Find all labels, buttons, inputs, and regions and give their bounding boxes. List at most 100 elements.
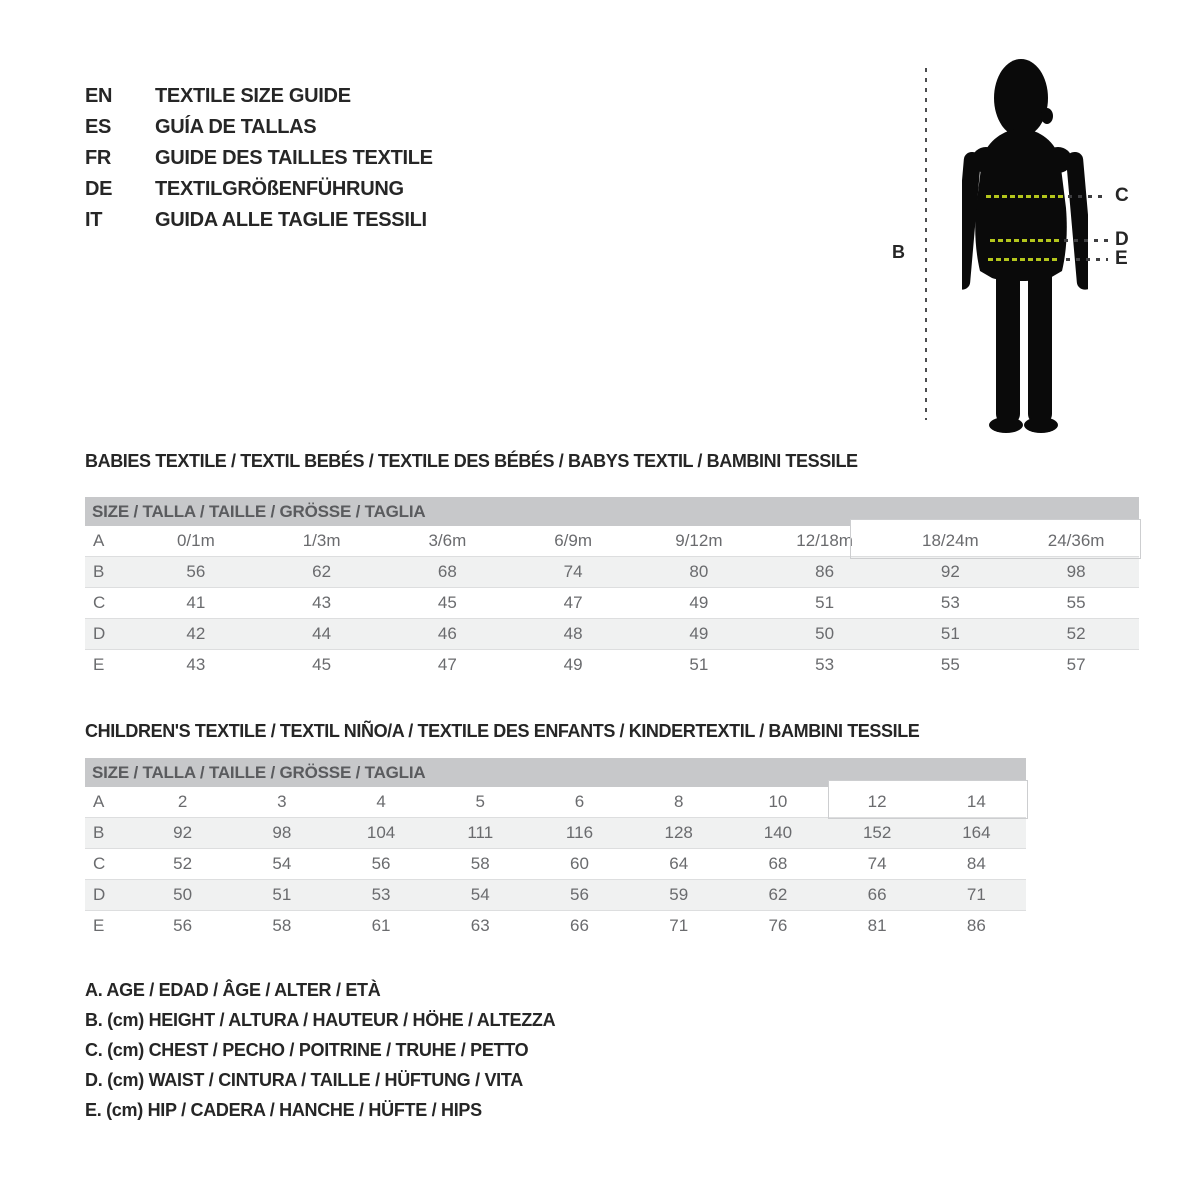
chest-measure-green-line: [986, 195, 1064, 198]
size-value-cell: 66: [529, 910, 630, 941]
size-value-cell: 50: [761, 618, 888, 650]
language-code: IT: [85, 209, 103, 231]
hip-measure-green-line: [988, 258, 1060, 261]
row-measure-label: A: [93, 792, 105, 811]
height-measure-dotted-line: [925, 68, 927, 420]
chest-measure-dotted-line: [1068, 195, 1108, 198]
size-value-cell: 54: [430, 879, 530, 911]
size-value-cell: 10: [768, 792, 788, 811]
language-guide-title: TEXTILGRÖßENFÜHRUNG: [155, 178, 404, 200]
size-value-cell: 53: [887, 587, 1014, 619]
hip-measure-dotted-line: [1066, 258, 1108, 261]
size-value-cell: 51: [636, 649, 762, 680]
size-value-cell: 152: [827, 817, 927, 849]
size-value-cell: 5: [475, 792, 485, 811]
legend-item: B. (cm) HEIGHT / ALTURA / HAUTEUR / HÖHE…: [85, 1009, 556, 1030]
size-value-cell: 54: [232, 848, 332, 880]
size-value-cell: 8: [673, 792, 684, 811]
size-value-cell: 55: [1013, 587, 1139, 619]
size-value-cell: 104: [331, 817, 431, 849]
size-value-cell: 6: [574, 792, 585, 811]
size-value-cell: 84: [926, 848, 1026, 880]
size-value-cell: 92: [133, 817, 233, 849]
size-value-cell: 47: [384, 649, 511, 680]
language-row: EN TEXTILE SIZE GUIDE: [85, 81, 433, 112]
size-value-cell: 86: [926, 910, 1026, 941]
size-value-cell: 41: [133, 587, 259, 619]
waist-measure-green-line: [990, 239, 1060, 242]
size-value-cell: 98: [1013, 556, 1139, 588]
size-value-cell: 42: [133, 618, 259, 650]
size-value-cell: 56: [133, 910, 233, 941]
size-value-cell: 49: [636, 587, 762, 619]
legend-item: D. (cm) WAIST / CINTURA / TAILLE / HÜFTU…: [85, 1069, 523, 1090]
language-title-list: EN TEXTILE SIZE GUIDE ES GUÍA DE TALLAS FR GU…: [85, 81, 433, 236]
language-guide-title: GUIDE DES TAILLES TEXTILE: [155, 147, 433, 169]
language-row: IT GUIDA ALLE TAGLIE TESSILI: [85, 205, 433, 236]
legend-item: C. (cm) CHEST / PECHO / POITRINE / TRUHE…: [85, 1039, 529, 1060]
size-value-cell: 4: [376, 792, 386, 811]
size-value-cell: 58: [232, 910, 332, 941]
size-value-cell: 74: [510, 556, 636, 588]
size-table-row: B 92 98 104 111 116 128 140 152 164: [85, 817, 1026, 849]
size-table-row: E 56 58 61 63 66 71 76 81 86: [85, 910, 1026, 941]
size-value-cell: 56: [529, 879, 630, 911]
children-section-heading: CHILDREN'S TEXTILE / TEXTIL NIÑO/A / TEX…: [85, 721, 920, 741]
size-value-cell: 47: [510, 587, 636, 619]
size-table-row: E 43 45 47 49 51 53 55 57: [85, 649, 1139, 680]
waist-measure-label: D: [1115, 229, 1129, 250]
size-value-cell: 71: [926, 879, 1026, 911]
babies-selected-size-box: [850, 519, 1141, 559]
size-value-cell: 86: [761, 556, 888, 588]
row-measure-label: D: [85, 618, 133, 650]
size-value-cell: 9/12m: [675, 531, 723, 550]
size-value-cell: 56: [331, 848, 431, 880]
row-measure-label: B: [85, 556, 133, 588]
size-value-cell: 81: [827, 910, 927, 941]
children-selected-size-box: [828, 780, 1028, 819]
size-value-cell: 68: [728, 848, 828, 880]
language-row: FR GUIDE DES TAILLES TEXTILE: [85, 143, 433, 174]
size-value-cell: 50: [133, 879, 233, 911]
size-value-cell: 48: [510, 618, 636, 650]
row-measure-label: E: [85, 910, 133, 941]
size-value-cell: 49: [636, 618, 762, 650]
size-value-cell: 44: [258, 618, 385, 650]
legend-item: A. AGE / EDAD / ÂGE / ALTER / ETÀ: [85, 979, 381, 1000]
language-row: ES GUÍA DE TALLAS: [85, 112, 433, 143]
size-value-cell: 1/3m: [302, 531, 341, 550]
size-value-cell: 51: [232, 879, 332, 911]
size-value-cell: 0/1m: [176, 531, 215, 550]
row-measure-label: A: [93, 531, 105, 550]
row-measure-label: B: [85, 817, 133, 849]
size-value-cell: 51: [761, 587, 888, 619]
height-measure-label: B: [892, 242, 905, 262]
size-value-cell: 66: [827, 879, 927, 911]
language-guide-title: GUIDA ALLE TAGLIE TESSILI: [155, 209, 427, 231]
size-value-cell: 164: [926, 817, 1026, 849]
size-value-cell: 62: [258, 556, 385, 588]
size-value-cell: 63: [430, 910, 530, 941]
size-value-cell: 68: [384, 556, 511, 588]
size-value-cell: 71: [629, 910, 729, 941]
legend-item: E. (cm) HIP / CADERA / HANCHE / HÜFTE / …: [85, 1099, 482, 1120]
size-table-header: SIZE / TALLA / TAILLE / GRÖSSE / TAGLIA: [85, 497, 1139, 526]
size-value-cell: 98: [232, 817, 332, 849]
size-value-cell: 61: [331, 910, 431, 941]
row-measure-label: C: [85, 848, 133, 880]
chest-measure-label: C: [1115, 185, 1129, 206]
language-code: EN: [85, 85, 113, 107]
size-value-cell: 43: [258, 587, 385, 619]
row-measure-label: C: [85, 587, 133, 619]
child-measurement-figure: B C D E: [888, 50, 1200, 445]
language-code: FR: [85, 147, 112, 169]
size-value-cell: 128: [629, 817, 729, 849]
size-value-cell: 140: [728, 817, 828, 849]
size-value-cell: 2: [177, 792, 188, 811]
row-measure-label: D: [85, 879, 133, 911]
size-value-cell: 3: [277, 792, 287, 811]
size-table-row: D 50 51 53 54 56 59 62 66 71: [85, 879, 1026, 911]
language-code: ES: [85, 116, 112, 138]
size-value-cell: 46: [384, 618, 511, 650]
